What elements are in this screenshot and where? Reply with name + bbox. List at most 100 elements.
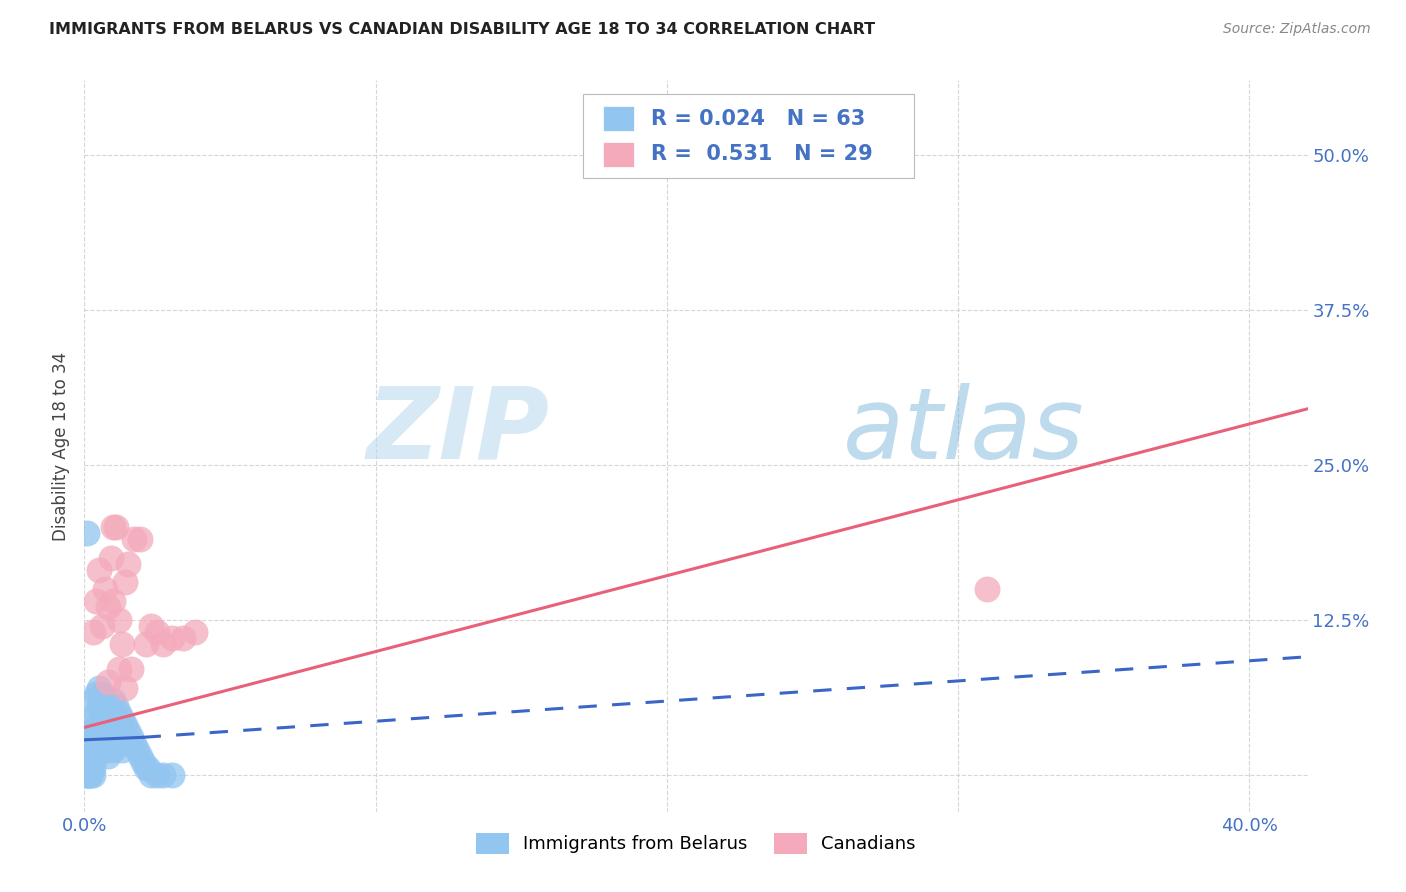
Point [135, 761, 157, 775]
Point [79, 767, 101, 781]
Point [84, 594, 107, 608]
Point [79, 748, 101, 763]
Point [131, 755, 153, 769]
Point [114, 575, 136, 590]
Point [122, 737, 145, 751]
Point [128, 748, 150, 763]
Point [105, 731, 128, 745]
Point [108, 662, 131, 676]
Point [103, 519, 125, 533]
Point [108, 737, 131, 751]
Point [100, 550, 122, 565]
Point [172, 631, 194, 645]
Y-axis label: Disability Age 18 to 34: Disability Age 18 to 34 [52, 351, 70, 541]
Point [141, 767, 163, 781]
Text: ZIP: ZIP [366, 383, 550, 480]
Point [87, 563, 110, 577]
Point [184, 624, 207, 639]
Point [976, 582, 998, 596]
Text: IMMIGRANTS FROM BELARUS VS CANADIAN DISABILITY AGE 18 TO 34 CORRELATION CHART: IMMIGRANTS FROM BELARUS VS CANADIAN DISA… [49, 22, 876, 37]
Point [76, 767, 98, 781]
Point [108, 706, 131, 720]
Point [111, 712, 134, 726]
Point [135, 637, 157, 651]
Point [117, 724, 139, 739]
Point [152, 767, 174, 781]
Point [79, 767, 101, 781]
Point [103, 743, 125, 757]
Point [82, 761, 104, 775]
Point [82, 724, 104, 739]
Point [105, 699, 128, 714]
Point [93, 693, 115, 707]
Point [125, 743, 148, 757]
Point [146, 767, 169, 781]
Point [90, 712, 112, 726]
Point [103, 693, 125, 707]
Point [122, 532, 145, 546]
Point [117, 557, 139, 571]
Point [97, 600, 120, 615]
Point [859, 141, 882, 155]
Point [100, 706, 122, 720]
Point [152, 637, 174, 651]
Point [79, 724, 101, 739]
Point [76, 767, 98, 781]
Point [103, 718, 125, 732]
Point [111, 743, 134, 757]
Point [79, 761, 101, 775]
Point [79, 755, 101, 769]
Text: Source: ZipAtlas.com: Source: ZipAtlas.com [1223, 22, 1371, 37]
Point [160, 631, 183, 645]
Point [76, 743, 98, 757]
Point [114, 718, 136, 732]
Point [84, 687, 107, 701]
Point [87, 699, 110, 714]
Point [90, 737, 112, 751]
Point [100, 737, 122, 751]
Point [84, 706, 107, 720]
Point [97, 724, 120, 739]
Point [146, 624, 169, 639]
Point [76, 761, 98, 775]
Point [90, 687, 112, 701]
Point [141, 619, 163, 633]
Point [93, 743, 115, 757]
Point [108, 613, 131, 627]
Text: R =  0.531   N = 29: R = 0.531 N = 29 [651, 145, 873, 164]
Point [87, 681, 110, 695]
Point [79, 737, 101, 751]
Point [120, 662, 142, 676]
Text: R = 0.024   N = 63: R = 0.024 N = 63 [651, 109, 865, 128]
Point [87, 743, 110, 757]
Point [82, 712, 104, 726]
Point [120, 731, 142, 745]
Legend: Immigrants from Belarus, Canadians: Immigrants from Belarus, Canadians [477, 833, 915, 854]
Point [114, 681, 136, 695]
Point [76, 767, 98, 781]
Point [84, 748, 107, 763]
Point [90, 619, 112, 633]
Point [79, 767, 101, 781]
Point [105, 519, 128, 533]
Point [97, 699, 120, 714]
Point [160, 767, 183, 781]
Point [82, 624, 104, 639]
Text: atlas: atlas [842, 383, 1084, 480]
Point [82, 748, 104, 763]
Point [82, 767, 104, 781]
Point [138, 761, 160, 775]
Point [87, 718, 110, 732]
Point [76, 525, 98, 540]
Point [93, 718, 115, 732]
Point [82, 737, 104, 751]
Point [103, 594, 125, 608]
Point [111, 637, 134, 651]
Point [82, 693, 104, 707]
Point [76, 755, 98, 769]
Point [84, 731, 107, 745]
Point [97, 748, 120, 763]
Point [97, 674, 120, 689]
Point [128, 532, 150, 546]
Point [93, 582, 115, 596]
